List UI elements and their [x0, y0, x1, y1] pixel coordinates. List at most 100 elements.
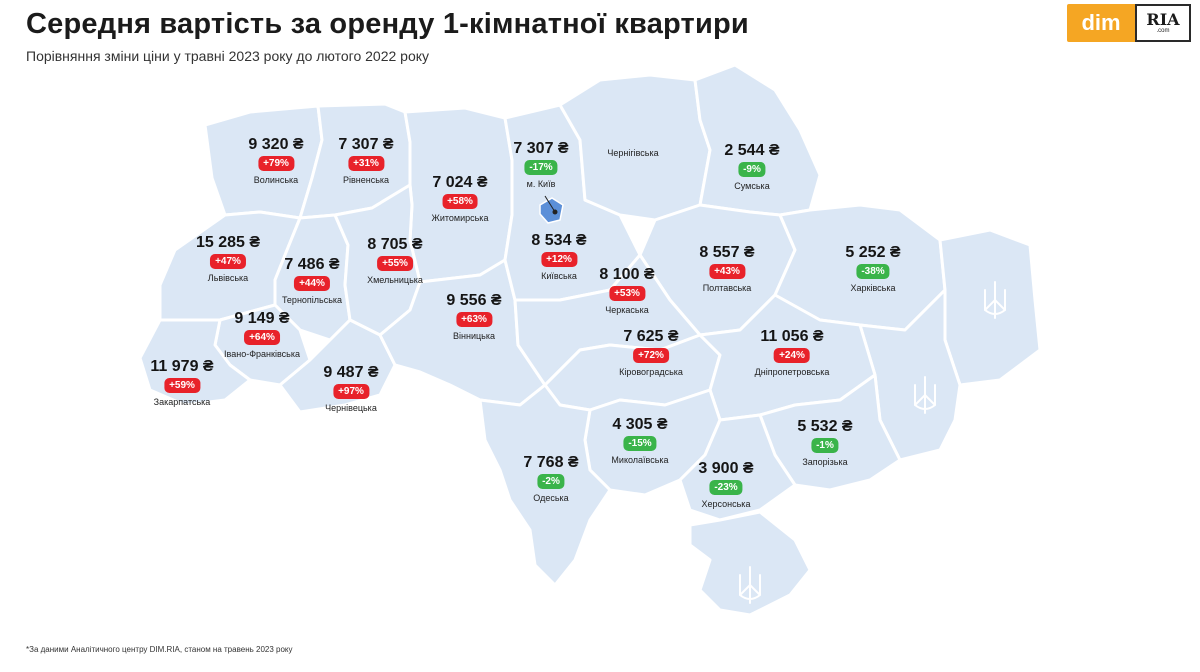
region-name: Хмельницька	[367, 275, 423, 285]
region-label-poltavska[interactable]: 8 557 ₴ +43% Полтавська	[699, 244, 754, 294]
logo-ria: RIA .com	[1135, 4, 1191, 42]
region-name: Рівненська	[342, 175, 390, 185]
region-name: Чернівецька	[325, 403, 377, 413]
region-name: Сумська	[734, 181, 770, 191]
region-price: 5 252 ₴	[845, 244, 901, 261]
region-label-ternopilska[interactable]: 7 486 ₴ +44% Тернопільська	[282, 256, 342, 306]
kyiv-city-shape	[539, 197, 564, 224]
region-name: Одеська	[533, 493, 569, 503]
region-name: Львівська	[207, 273, 249, 283]
logo-dim: dim	[1067, 4, 1135, 42]
region-name: Запорізька	[802, 457, 848, 467]
region-label-chernivetska[interactable]: 9 487 ₴ +97% Чернівецька	[323, 364, 378, 414]
region-price: 4 305 ₴	[612, 416, 668, 433]
trident-icon	[984, 281, 1006, 319]
region-label-zakarpatska[interactable]: 11 979 ₴ +59% Закарпатська	[150, 358, 213, 408]
region-label-lvivska[interactable]: 15 285 ₴ +47% Львівська	[196, 234, 260, 284]
region-shape-luhanska	[938, 228, 1042, 387]
trident-icon	[739, 566, 761, 604]
region-change-badge: +24%	[774, 348, 810, 363]
region-name: Черкаська	[605, 305, 649, 315]
region-price: 8 100 ₴	[599, 266, 655, 283]
region-price: 8 534 ₴	[531, 232, 587, 249]
region-price: 7 625 ₴	[623, 328, 679, 345]
region-label-mykolaivska[interactable]: 4 305 ₴ -15% Миколаївська	[611, 416, 668, 466]
region-price: 8 705 ₴	[367, 236, 423, 253]
region-change-badge: -23%	[709, 480, 743, 495]
region-name: Київська	[541, 271, 577, 281]
region-change-badge: +12%	[541, 252, 577, 267]
region-label-khmelnytska[interactable]: 8 705 ₴ +55% Хмельницька	[367, 236, 423, 286]
dim-ria-logo[interactable]: dim RIA .com	[1067, 4, 1195, 42]
region-label-vinnytska[interactable]: 9 556 ₴ +63% Вінницька	[446, 292, 501, 342]
region-price: 9 556 ₴	[446, 292, 502, 309]
region-label-sumska[interactable]: 2 544 ₴ -9% Сумська	[724, 142, 779, 192]
region-label-volynska[interactable]: 9 320 ₴ +79% Волинська	[248, 136, 303, 186]
region-change-badge: +43%	[709, 264, 745, 279]
region-change-badge: +55%	[377, 256, 413, 271]
region-price: 7 307 ₴	[513, 140, 569, 157]
region-name: Миколаївська	[611, 455, 669, 465]
region-label-chernihivska[interactable]: Чернігівська	[607, 144, 658, 159]
region-change-badge: +44%	[294, 276, 330, 291]
region-name: Житомирська	[431, 213, 489, 223]
region-label-kyivska[interactable]: 8 534 ₴ +12% Київська	[531, 232, 586, 282]
region-change-badge: +53%	[609, 286, 645, 301]
region-price: 11 056 ₴	[760, 328, 824, 345]
region-name: Херсонська	[701, 499, 751, 509]
region-change-badge: +59%	[164, 378, 200, 393]
region-change-badge: -2%	[537, 474, 565, 489]
region-change-badge: +72%	[633, 348, 669, 363]
region-price: 2 544 ₴	[724, 142, 780, 159]
region-price: 8 557 ₴	[699, 244, 755, 261]
region-label-zhytomyrska[interactable]: 7 024 ₴ +58% Житомирська	[432, 174, 489, 224]
region-change-badge: +79%	[258, 156, 294, 171]
region-change-badge: +47%	[210, 254, 246, 269]
region-change-badge: +31%	[348, 156, 384, 171]
region-shape-sumska	[693, 63, 822, 217]
region-label-kyiv[interactable]: 7 307 ₴ -17% м. Київ	[513, 140, 568, 190]
region-name: Дніпропетровська	[754, 367, 830, 377]
logo-ria-domain: .com	[1156, 27, 1170, 34]
region-label-rivnenska[interactable]: 7 307 ₴ +31% Рівненська	[338, 136, 393, 186]
region-price: 5 532 ₴	[797, 418, 853, 435]
region-change-badge: -15%	[623, 436, 657, 451]
region-name: Кіровоградська	[619, 367, 683, 377]
region-label-kirovohradska[interactable]: 7 625 ₴ +72% Кіровоградська	[619, 328, 683, 378]
region-price: 9 320 ₴	[248, 136, 304, 153]
region-change-badge: +97%	[333, 384, 369, 399]
region-change-badge: +58%	[442, 194, 478, 209]
footnote: *За даними Аналітичного центру DIM.RIA, …	[26, 645, 293, 654]
region-change-badge: -38%	[856, 264, 890, 279]
region-name: Вінницька	[453, 331, 495, 341]
kyiv-leader-line	[544, 195, 556, 213]
region-label-cherkaska[interactable]: 8 100 ₴ +53% Черкаська	[599, 266, 654, 316]
region-price: 3 900 ₴	[698, 460, 754, 477]
region-shape-khersonska	[678, 413, 797, 522]
page-subtitle: Порівняння зміни ціни у травні 2023 року…	[26, 48, 430, 64]
page-title: Середня вартість за оренду 1-кімнатної к…	[26, 8, 749, 40]
region-change-badge: -17%	[524, 160, 558, 175]
region-label-odeska[interactable]: 7 768 ₴ -2% Одеська	[523, 454, 578, 504]
region-name: Харківська	[850, 283, 896, 293]
region-name: Чернігівська	[607, 148, 659, 158]
region-change-badge: +64%	[244, 330, 280, 345]
region-label-khersonska[interactable]: 3 900 ₴ -23% Херсонська	[698, 460, 753, 510]
region-label-ivano-frankivska[interactable]: 9 149 ₴ +64% Івано-Франківська	[224, 310, 300, 360]
region-label-dnipropetrovska[interactable]: 11 056 ₴ +24% Дніпропетровська	[755, 328, 830, 378]
region-label-zaporizka[interactable]: 5 532 ₴ -1% Запорізька	[797, 418, 852, 468]
region-name: Волинська	[253, 175, 299, 185]
region-name: Івано-Франківська	[224, 349, 300, 359]
region-shape-crimea	[688, 510, 812, 617]
region-price: 7 486 ₴	[284, 256, 340, 273]
kyiv-dot	[552, 209, 558, 215]
region-change-badge: +63%	[456, 312, 492, 327]
trident-icon	[914, 376, 936, 414]
region-change-badge: -1%	[811, 438, 839, 453]
region-price: 9 487 ₴	[323, 364, 379, 381]
region-label-kharkivska[interactable]: 5 252 ₴ -38% Харківська	[845, 244, 900, 294]
region-name: Тернопільська	[281, 295, 343, 305]
region-change-badge: -9%	[738, 162, 766, 177]
region-price: 7 768 ₴	[523, 454, 579, 471]
